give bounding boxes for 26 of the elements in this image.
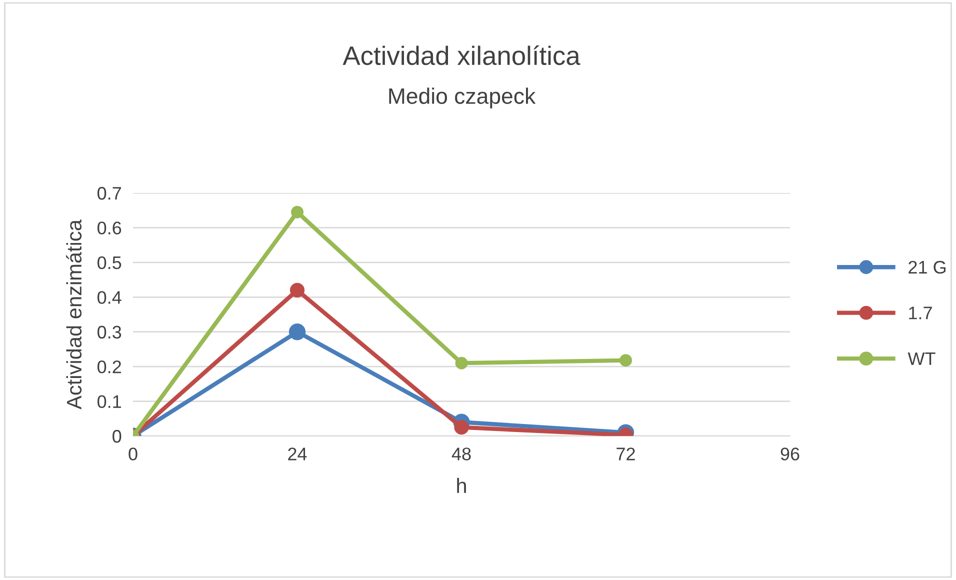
y-tick-label: 0.4 xyxy=(97,291,122,304)
x-tick-label: 72 xyxy=(616,448,635,460)
chart-subtitle: Medio czapeck xyxy=(389,88,536,108)
point xyxy=(454,420,469,435)
x-tick-label: 48 xyxy=(452,448,471,460)
legend-label: WT xyxy=(908,352,936,365)
x-tick-label: 96 xyxy=(780,448,800,460)
point xyxy=(291,206,304,218)
point xyxy=(620,354,632,367)
x-tick-label: 0 xyxy=(128,448,138,460)
y-tick-label: 0 xyxy=(112,430,122,443)
point xyxy=(290,282,305,298)
y-tick-label: 0.5 xyxy=(97,256,122,270)
y-tick-label: 0.1 xyxy=(97,395,122,408)
y-tick-label: 0.6 xyxy=(97,222,122,234)
legend-label: 21 G xyxy=(908,260,946,274)
x-tick-label: 24 xyxy=(288,448,307,460)
point xyxy=(455,356,468,370)
y-tick-label: 0.7 xyxy=(97,186,121,200)
x-axis-title: h xyxy=(457,478,466,493)
point xyxy=(288,324,306,340)
y-axis-title: Actividad enzimática xyxy=(66,220,82,410)
y-tick-label: 0.3 xyxy=(97,326,122,339)
chart-title: Actividad xilanolítica xyxy=(342,45,580,66)
y-tick-label: 0.2 xyxy=(97,360,121,374)
legend-label: 1.7 xyxy=(909,306,932,320)
